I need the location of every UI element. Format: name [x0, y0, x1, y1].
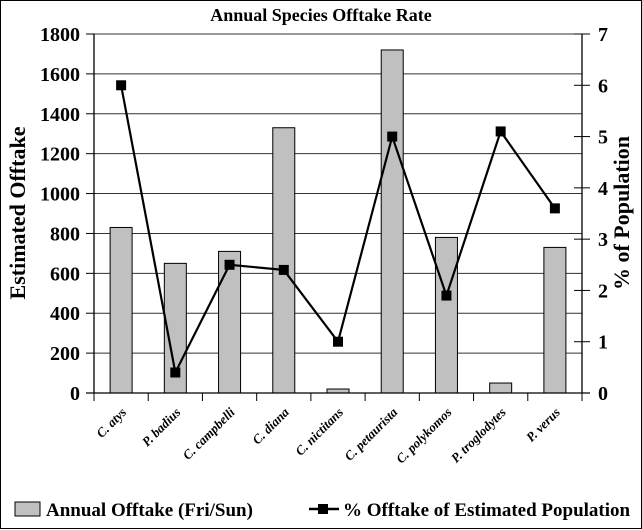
y-tick-label: 1800 [40, 24, 80, 46]
y2-tick-label: 3 [598, 229, 608, 251]
y-tick-label: 400 [50, 303, 80, 325]
legend-line-label: % Offtake of Estimated Population [343, 500, 631, 521]
legend: Annual Offtake (Fri/Sun) % Offtake of Es… [14, 500, 631, 521]
line-series [116, 80, 560, 378]
y-tick-label: 1600 [40, 64, 80, 86]
y2-tick-label: 0 [598, 383, 608, 405]
y2-axis-label: % of Population [609, 136, 634, 290]
bar [109, 226, 133, 394]
y-tick-label: 0 [70, 383, 80, 405]
line-marker [387, 131, 398, 142]
y-tick-label: 1400 [40, 104, 80, 126]
x-category-label: C. nictitans [292, 405, 346, 459]
legend-line-marker [318, 504, 328, 514]
line-marker [170, 367, 181, 378]
bar [380, 49, 404, 394]
x-category-label: C. polykomos [393, 405, 455, 467]
y-axis-label: Estimated Offtake [5, 126, 30, 299]
line-marker [333, 336, 343, 347]
x-category-label: P. verus [523, 405, 563, 445]
y2-tick-label: 2 [598, 280, 608, 302]
bar [543, 246, 567, 394]
x-category-label: C. atys [93, 405, 129, 441]
line-marker [278, 264, 289, 275]
x-category-label: C. petaurista [341, 404, 400, 463]
axes [86, 33, 590, 401]
bar [272, 127, 296, 394]
line-marker [116, 80, 127, 91]
y2-tick-label: 6 [598, 75, 608, 97]
bar [218, 250, 242, 394]
line-marker [549, 203, 560, 214]
x-category-label: P. badius [139, 405, 184, 450]
x-category-label: C. diana [249, 404, 292, 447]
chart-title: Annual Species Offtake Rate [210, 5, 432, 25]
y-tick-label: 1000 [40, 184, 80, 206]
bar [489, 382, 513, 394]
y2-axis-ticks: 0 1 2 3 4 5 6 7 [598, 24, 608, 405]
legend-bar-label: Annual Offtake (Fri/Sun) [46, 500, 253, 521]
legend-bar-swatch [14, 501, 41, 517]
bar [434, 236, 458, 394]
line-marker [224, 259, 235, 270]
y2-tick-label: 7 [598, 24, 608, 46]
line-marker [441, 290, 452, 301]
y2-tick-label: 1 [598, 332, 608, 354]
line-marker [495, 126, 506, 137]
x-category-label: P. troglodytes [448, 405, 509, 466]
y2-tick-label: 5 [598, 127, 608, 149]
y-tick-label: 600 [50, 263, 80, 285]
y-tick-label: 800 [50, 223, 80, 245]
x-category-label: C. campbelli [180, 404, 238, 462]
y2-tick-label: 4 [598, 178, 608, 200]
y-axis-ticks: 0 200 400 600 800 1000 1200 1400 1600 1800 [40, 24, 80, 405]
y-tick-label: 200 [50, 343, 80, 365]
y-tick-label: 1200 [40, 144, 80, 166]
